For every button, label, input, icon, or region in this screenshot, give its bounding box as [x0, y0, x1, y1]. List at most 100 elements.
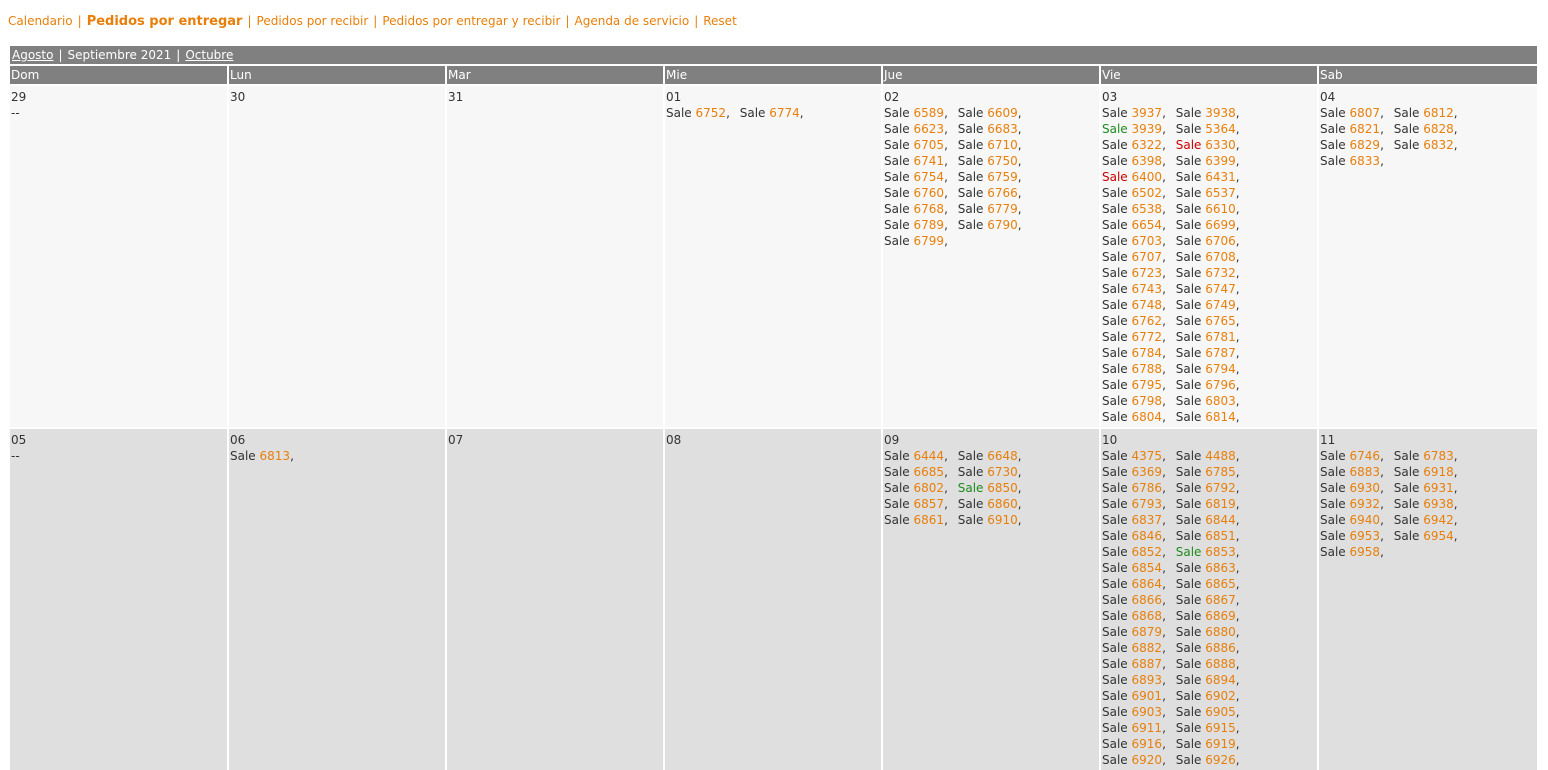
sale-entry[interactable]: Sale 6850,	[957, 481, 1022, 495]
sale-number-link[interactable]: 5364	[1205, 122, 1236, 136]
sale-number-link[interactable]: 6819	[1205, 497, 1236, 511]
sale-number-link[interactable]: 6854	[1131, 561, 1163, 575]
sale-number-link[interactable]: 6781	[1205, 330, 1236, 344]
sale-number-link[interactable]: 6708	[1205, 250, 1236, 264]
sale-entry[interactable]: Sale 6705,	[884, 138, 948, 152]
sale-number-link[interactable]: 6931	[1423, 481, 1454, 495]
sale-number-link[interactable]: 6844	[1205, 513, 1236, 527]
sale-number-link[interactable]: 6940	[1349, 513, 1381, 527]
sale-entry[interactable]: Sale 6400,	[1102, 170, 1166, 184]
sale-number-link[interactable]: 6832	[1423, 138, 1454, 152]
sale-number-link[interactable]: 6648	[987, 449, 1018, 463]
sale-entry[interactable]: Sale 6444,	[884, 449, 948, 463]
sale-entry[interactable]: Sale 6786,	[1102, 481, 1166, 495]
previous-month-link[interactable]: Agosto	[12, 48, 54, 62]
sale-entry[interactable]: Sale 6743,	[1102, 282, 1166, 296]
sale-number-link[interactable]: 6829	[1349, 138, 1381, 152]
sale-entry[interactable]: Sale 6759,	[957, 170, 1022, 184]
sale-entry[interactable]: Sale 6723,	[1102, 266, 1166, 280]
sale-number-link[interactable]: 6926	[1205, 753, 1236, 767]
sale-number-link[interactable]: 6685	[913, 465, 945, 479]
sale-number-link[interactable]: 3937	[1131, 106, 1163, 120]
sale-entry[interactable]: Sale 6868,	[1102, 609, 1166, 623]
sale-number-link[interactable]: 6869	[1205, 609, 1236, 623]
sale-entry[interactable]: Sale 6766,	[957, 186, 1022, 200]
sale-number-link[interactable]: 6369	[1131, 465, 1163, 479]
sale-entry[interactable]: Sale 6915,	[1175, 721, 1240, 735]
sale-entry[interactable]: Sale 6369,	[1102, 465, 1166, 479]
sale-entry[interactable]: Sale 3939,	[1102, 122, 1166, 136]
sale-entry[interactable]: Sale 6940,	[1320, 513, 1384, 527]
sale-entry[interactable]: Sale 6905,	[1175, 705, 1240, 719]
sale-entry[interactable]: Sale 6852,	[1102, 545, 1166, 559]
sale-number-link[interactable]: 3938	[1205, 106, 1236, 120]
sale-entry[interactable]: Sale 4375,	[1102, 449, 1166, 463]
sale-number-link[interactable]: 6882	[1131, 641, 1163, 655]
sale-entry[interactable]: Sale 6760,	[884, 186, 948, 200]
sale-number-link[interactable]: 6905	[1205, 705, 1236, 719]
sale-entry[interactable]: Sale 6502,	[1102, 186, 1166, 200]
sale-entry[interactable]: Sale 6785,	[1175, 465, 1240, 479]
sale-entry[interactable]: Sale 6792,	[1175, 481, 1240, 495]
sale-number-link[interactable]: 6760	[913, 186, 945, 200]
sale-entry[interactable]: Sale 6793,	[1102, 497, 1166, 511]
sale-entry[interactable]: Sale 6784,	[1102, 346, 1166, 360]
sale-number-link[interactable]: 6851	[1205, 529, 1236, 543]
sale-entry[interactable]: Sale 6918,	[1393, 465, 1458, 479]
sale-entry[interactable]: Sale 6807,	[1320, 106, 1384, 120]
sale-entry[interactable]: Sale 6322,	[1102, 138, 1166, 152]
sale-number-link[interactable]: 6789	[913, 218, 945, 232]
sale-entry[interactable]: Sale 6589,	[884, 106, 948, 120]
sale-number-link[interactable]: 6888	[1205, 657, 1236, 671]
sale-entry[interactable]: Sale 6832,	[1393, 138, 1458, 152]
sale-entry[interactable]: Sale 6779,	[957, 202, 1022, 216]
sale-entry[interactable]: Sale 6844,	[1175, 513, 1240, 527]
sale-entry[interactable]: Sale 3938,	[1175, 106, 1240, 120]
sale-entry[interactable]: Sale 6814,	[1175, 410, 1240, 424]
sale-number-link[interactable]: 6785	[1205, 465, 1236, 479]
sale-number-link[interactable]: 6799	[913, 234, 945, 248]
sale-number-link[interactable]: 6828	[1423, 122, 1454, 136]
sale-number-link[interactable]: 6911	[1131, 721, 1163, 735]
sale-entry[interactable]: Sale 6750,	[957, 154, 1022, 168]
sale-entry[interactable]: Sale 6746,	[1320, 449, 1384, 463]
sale-entry[interactable]: Sale 6710,	[957, 138, 1022, 152]
sale-number-link[interactable]: 6774	[769, 106, 800, 120]
sale-entry[interactable]: Sale 6794,	[1175, 362, 1240, 376]
sale-entry[interactable]: Sale 6938,	[1393, 497, 1458, 511]
sale-entry[interactable]: Sale 6654,	[1102, 218, 1166, 232]
sale-number-link[interactable]: 6886	[1205, 641, 1236, 655]
sale-number-link[interactable]: 6710	[987, 138, 1018, 152]
sale-number-link[interactable]: 6747	[1205, 282, 1236, 296]
sale-number-link[interactable]: 6919	[1205, 737, 1236, 751]
sale-number-link[interactable]: 6866	[1131, 593, 1163, 607]
sale-entry[interactable]: Sale 6752,	[666, 106, 730, 120]
sale-number-link[interactable]: 6779	[987, 202, 1018, 216]
sale-number-link[interactable]: 6765	[1205, 314, 1236, 328]
sale-entry[interactable]: Sale 6748,	[1102, 298, 1166, 312]
sale-entry[interactable]: Sale 6798,	[1102, 394, 1166, 408]
sale-entry[interactable]: Sale 6887,	[1102, 657, 1166, 671]
sale-number-link[interactable]: 6863	[1205, 561, 1236, 575]
sale-number-link[interactable]: 6431	[1205, 170, 1236, 184]
sale-number-link[interactable]: 6795	[1131, 378, 1163, 392]
sale-entry[interactable]: Sale 6708,	[1175, 250, 1240, 264]
sale-number-link[interactable]: 6683	[987, 122, 1018, 136]
sale-number-link[interactable]: 6444	[913, 449, 945, 463]
sale-entry[interactable]: Sale 6911,	[1102, 721, 1166, 735]
sale-number-link[interactable]: 6398	[1131, 154, 1163, 168]
sale-number-link[interactable]: 6883	[1349, 465, 1381, 479]
sale-entry[interactable]: Sale 6821,	[1320, 122, 1384, 136]
sale-number-link[interactable]: 6752	[695, 106, 727, 120]
sale-entry[interactable]: Sale 6863,	[1175, 561, 1240, 575]
sale-entry[interactable]: Sale 6768,	[884, 202, 948, 216]
sale-entry[interactable]: Sale 6958,	[1320, 545, 1384, 559]
sale-entry[interactable]: Sale 6910,	[957, 513, 1022, 527]
sale-entry[interactable]: Sale 6787,	[1175, 346, 1240, 360]
sale-entry[interactable]: Sale 6803,	[1175, 394, 1240, 408]
sale-number-link[interactable]: 6792	[1205, 481, 1236, 495]
sale-number-link[interactable]: 6794	[1205, 362, 1236, 376]
sale-entry[interactable]: Sale 6537,	[1175, 186, 1240, 200]
sale-entry[interactable]: Sale 6788,	[1102, 362, 1166, 376]
sale-entry[interactable]: Sale 6901,	[1102, 689, 1166, 703]
